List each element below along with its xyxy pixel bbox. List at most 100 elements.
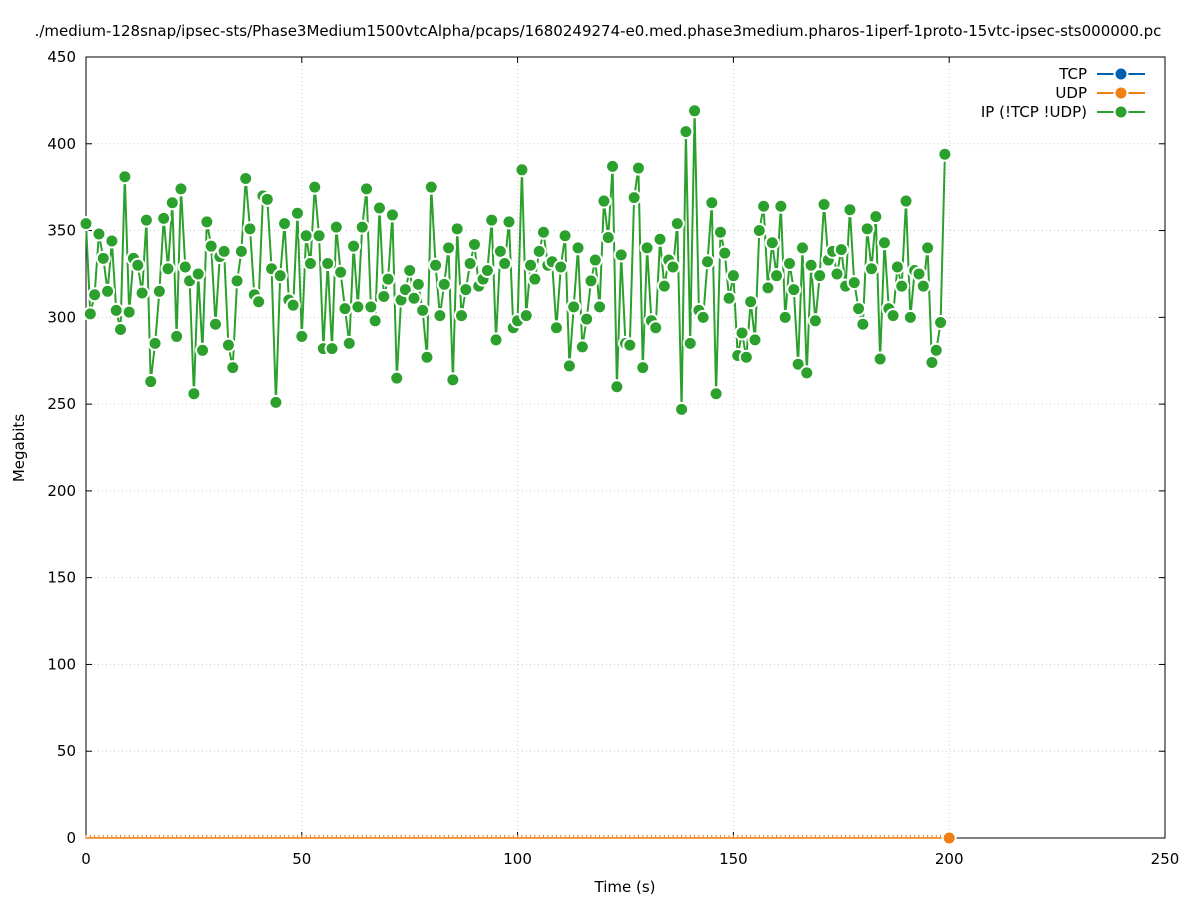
ip-data-point	[859, 221, 875, 237]
ip-data-point	[514, 162, 530, 178]
y-tick-label: 300	[47, 308, 76, 326]
ip-data-point	[764, 235, 780, 251]
ip-data-point	[872, 351, 888, 367]
ip-data-point	[320, 256, 336, 272]
ip-data-point	[87, 287, 103, 303]
ip-data-point	[782, 256, 798, 272]
ip-data-point	[799, 365, 815, 381]
ip-data-point	[613, 247, 629, 263]
y-tick-label: 50	[57, 742, 76, 760]
ip-data-point	[333, 264, 349, 280]
y-tick-label: 150	[47, 569, 76, 587]
ip-data-point	[816, 197, 832, 213]
ip-data-point	[449, 221, 465, 237]
ip-data-point	[108, 302, 124, 318]
ip-data-point	[738, 349, 754, 365]
udp-data-point	[941, 830, 957, 846]
ip-data-point	[203, 238, 219, 254]
ip-data-point	[894, 278, 910, 294]
legend-label: IP (!TCP !UDP)	[981, 103, 1087, 121]
y-tick-label: 350	[47, 222, 76, 240]
ip-data-point	[376, 289, 392, 305]
ip-data-point	[535, 224, 551, 240]
ip-data-point	[794, 240, 810, 256]
ip-data-point	[518, 308, 534, 324]
ip-data-point	[933, 315, 949, 331]
ip-data-point	[419, 349, 435, 365]
ip-data-point	[328, 219, 344, 235]
ip-data-point	[410, 276, 426, 292]
ip-data-point	[229, 273, 245, 289]
ip-data-point	[479, 262, 495, 278]
ip-data-point	[609, 379, 625, 395]
ip-data-point	[268, 394, 284, 410]
ip-data-point	[466, 236, 482, 252]
ip-data-point	[561, 358, 577, 374]
ip-data-point	[402, 262, 418, 278]
legend-marker	[1113, 104, 1129, 120]
ip-data-point	[164, 195, 180, 211]
ip-data-point	[674, 401, 690, 417]
y-tick-label: 0	[66, 829, 76, 847]
series-layer	[78, 103, 957, 846]
ip-data-point	[523, 257, 539, 273]
ip-data-point	[682, 335, 698, 351]
ip-data-point	[548, 320, 564, 336]
legend-label: TCP	[1058, 65, 1087, 83]
ip-data-point	[190, 266, 206, 282]
ip-data-point	[371, 200, 387, 216]
ip-data-point	[134, 285, 150, 301]
x-tick-label: 100	[503, 850, 532, 868]
ip-data-point	[251, 294, 267, 310]
ip-data-point	[678, 124, 694, 140]
ip-data-point	[484, 212, 500, 228]
ip-data-point	[384, 207, 400, 223]
ip-data-point	[868, 209, 884, 225]
ip-data-point	[497, 256, 513, 272]
ip-data-point	[138, 212, 154, 228]
ip-data-point	[432, 308, 448, 324]
ip-data-point	[898, 193, 914, 209]
ip-data-point	[104, 233, 120, 249]
ip-data-point	[82, 306, 98, 322]
ip-data-point	[298, 228, 314, 244]
ip-data-point	[324, 341, 340, 357]
ip-data-point	[803, 257, 819, 273]
ip-data-point	[708, 386, 724, 402]
ip-data-point	[238, 170, 254, 186]
ip-data-point	[259, 191, 275, 207]
ip-data-point	[302, 256, 318, 272]
ip-data-point	[915, 278, 931, 294]
ip-data-point	[350, 299, 366, 315]
ip-data-point	[406, 290, 422, 306]
ip-data-point	[428, 257, 444, 273]
ip-data-point	[700, 254, 716, 270]
ip-data-point	[501, 214, 517, 230]
ip-data-point	[441, 240, 457, 256]
ip-data-point	[341, 335, 357, 351]
ip-data-point	[294, 328, 310, 344]
ip-data-point	[622, 337, 638, 353]
ip-data-point	[777, 309, 793, 325]
y-tick-label: 100	[47, 655, 76, 673]
ip-data-point	[626, 190, 642, 206]
ip-data-point	[177, 259, 193, 275]
ip-data-point	[445, 372, 461, 388]
ip-data-point	[91, 226, 107, 242]
ip-data-point	[186, 386, 202, 402]
ip-data-point	[717, 245, 733, 261]
ip-data-point	[78, 216, 94, 232]
ip-data-point	[833, 242, 849, 258]
ip-data-point	[363, 299, 379, 315]
y-axis-title: Megabits	[10, 414, 28, 482]
ip-data-point	[695, 309, 711, 325]
ip-data-point	[195, 342, 211, 358]
ip-data-point	[527, 271, 543, 287]
ip-data-point	[587, 252, 603, 268]
x-tick-label: 250	[1151, 850, 1180, 868]
ip-data-point	[307, 179, 323, 195]
ip-data-point	[600, 229, 616, 245]
ip-data-point	[669, 216, 685, 232]
ip-data-point	[605, 158, 621, 174]
ip-data-point	[380, 271, 396, 287]
